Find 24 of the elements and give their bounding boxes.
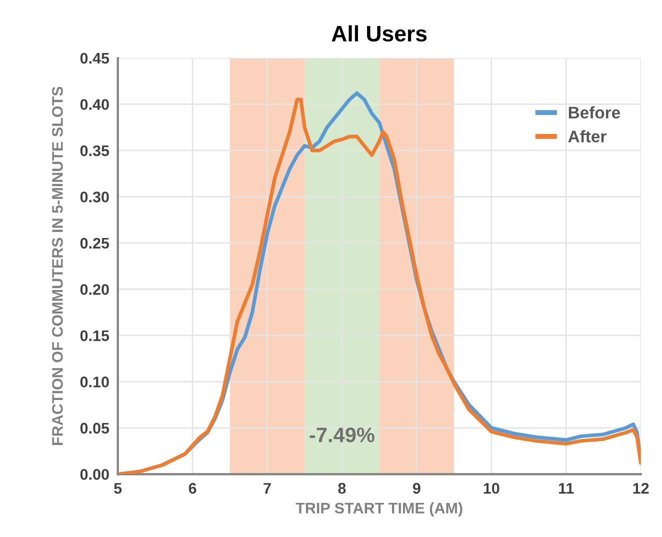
- x-tick-label: 6: [188, 482, 196, 494]
- legend-label: After: [568, 130, 606, 142]
- chart-title: All Users: [332, 25, 427, 42]
- y-tick-label: 0.30: [80, 192, 109, 202]
- y-tick-label: 0.25: [80, 238, 110, 249]
- x-tick-label: 11: [558, 483, 574, 494]
- y-tick-label: 0.10: [80, 376, 109, 388]
- x-tick-label: 10: [484, 482, 500, 494]
- y-tick-label: 0.40: [80, 99, 109, 110]
- x-tick-label: 12: [633, 482, 649, 494]
- y-tick-label: 0.45: [80, 52, 110, 64]
- x-tick-label: 9: [412, 482, 420, 494]
- x-tick-label: 7: [264, 483, 271, 494]
- band-label: -7.49%: [310, 428, 374, 442]
- y-tick-label: 0.05: [80, 422, 110, 434]
- y-tick-label: 0.20: [80, 284, 109, 295]
- x-tick-label: 8: [338, 482, 346, 494]
- x-axis-title: TRIP START TIME (AM): [296, 502, 462, 517]
- y-axis-title: FRACTION OF COMMUTERS IN 5-MINUTE SLOTS: [52, 86, 63, 445]
- legend-label: Before: [568, 106, 620, 119]
- y-tick-label: 0.00: [80, 469, 109, 480]
- y-tick-label: 0.35: [80, 145, 110, 156]
- x-tick-label: 5: [114, 483, 122, 494]
- y-tick-label: 0.15: [80, 330, 110, 342]
